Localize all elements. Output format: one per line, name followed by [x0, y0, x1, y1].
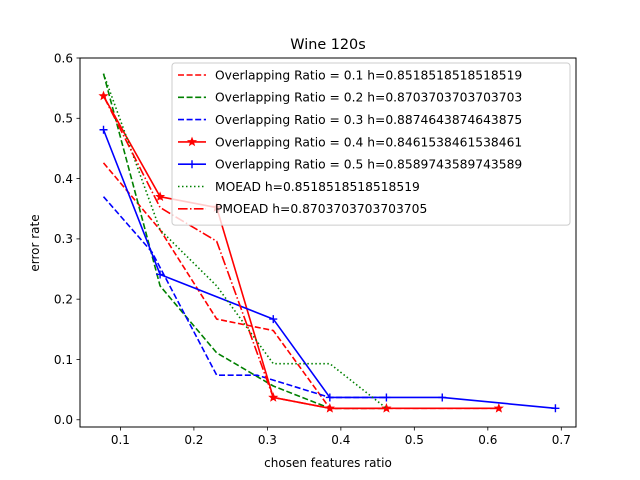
series-5-point-6: [438, 393, 447, 402]
y-tick-label: 0.5: [54, 112, 73, 126]
series-5-point-3: [269, 315, 278, 324]
axes-frame: [79, 57, 577, 428]
series-4-point-7: [493, 402, 504, 413]
x-tick-label: 0.1: [111, 433, 130, 447]
series-5-point-5: [382, 393, 391, 402]
y-tick-label: 0.4: [54, 172, 73, 186]
x-tick-label: 0.2: [184, 433, 203, 447]
y-tick-label: 0.6: [54, 51, 73, 65]
chart-title: Wine 120s: [290, 37, 365, 53]
x-tick-label: 0.4: [331, 433, 350, 447]
legend-label-3: Overlapping Ratio = 0.3 h=0.887464387464…: [215, 113, 522, 127]
y-tick-label: 0.0: [54, 413, 73, 427]
series-5-point-1: [99, 125, 108, 134]
series-5-point-7: [551, 404, 560, 413]
x-tick-label: 0.3: [258, 433, 277, 447]
legend-label-2: Overlapping Ratio = 0.2 h=0.870370370370…: [215, 91, 522, 105]
series-line-7: [102, 95, 387, 410]
y-tick-label: 0.3: [54, 232, 73, 246]
y-tick-label: 0.2: [54, 292, 73, 306]
x-tick-label: 0.5: [405, 433, 424, 447]
series-5-point-2: [156, 270, 165, 279]
legend-marker-4: [186, 136, 198, 147]
legend-box: [171, 62, 571, 226]
series-4-point-6: [381, 403, 392, 413]
plot-area: 0.1 0.2 0.3 0.4 0.5 0.6 0.7 0.0 0.1 0.2 0.3 0.4 0.5 0…: [54, 51, 577, 447]
y-tick-label: 0.1: [54, 353, 73, 367]
y-axis-label: error rate: [28, 214, 42, 271]
legend-label-7: PMOEAD h=0.8703703703703705: [215, 202, 427, 216]
series-4-point-2: [155, 191, 166, 201]
x-axis-label: chosen features ratio: [264, 456, 392, 470]
legend-label-4: Overlapping Ratio = 0.4 h=0.846153846153…: [215, 135, 522, 149]
legend-label-6: MOEAD h=0.8518518518518519: [215, 180, 420, 194]
series-4-point-1: [98, 90, 109, 101]
series-5-point-4: [325, 393, 334, 402]
legend-label-1: Overlapping Ratio = 0.1 h=0.851851851851…: [215, 68, 522, 82]
x-tick-label: 0.6: [478, 433, 497, 447]
legend-label-5: Overlapping Ratio = 0.5 h=0.858974358974…: [215, 158, 522, 172]
legend-marker-5: [188, 160, 196, 169]
x-tick-label: 0.7: [552, 433, 571, 447]
legend: Overlapping Ratio = 0.1 h=0.851851851851…: [171, 62, 571, 226]
